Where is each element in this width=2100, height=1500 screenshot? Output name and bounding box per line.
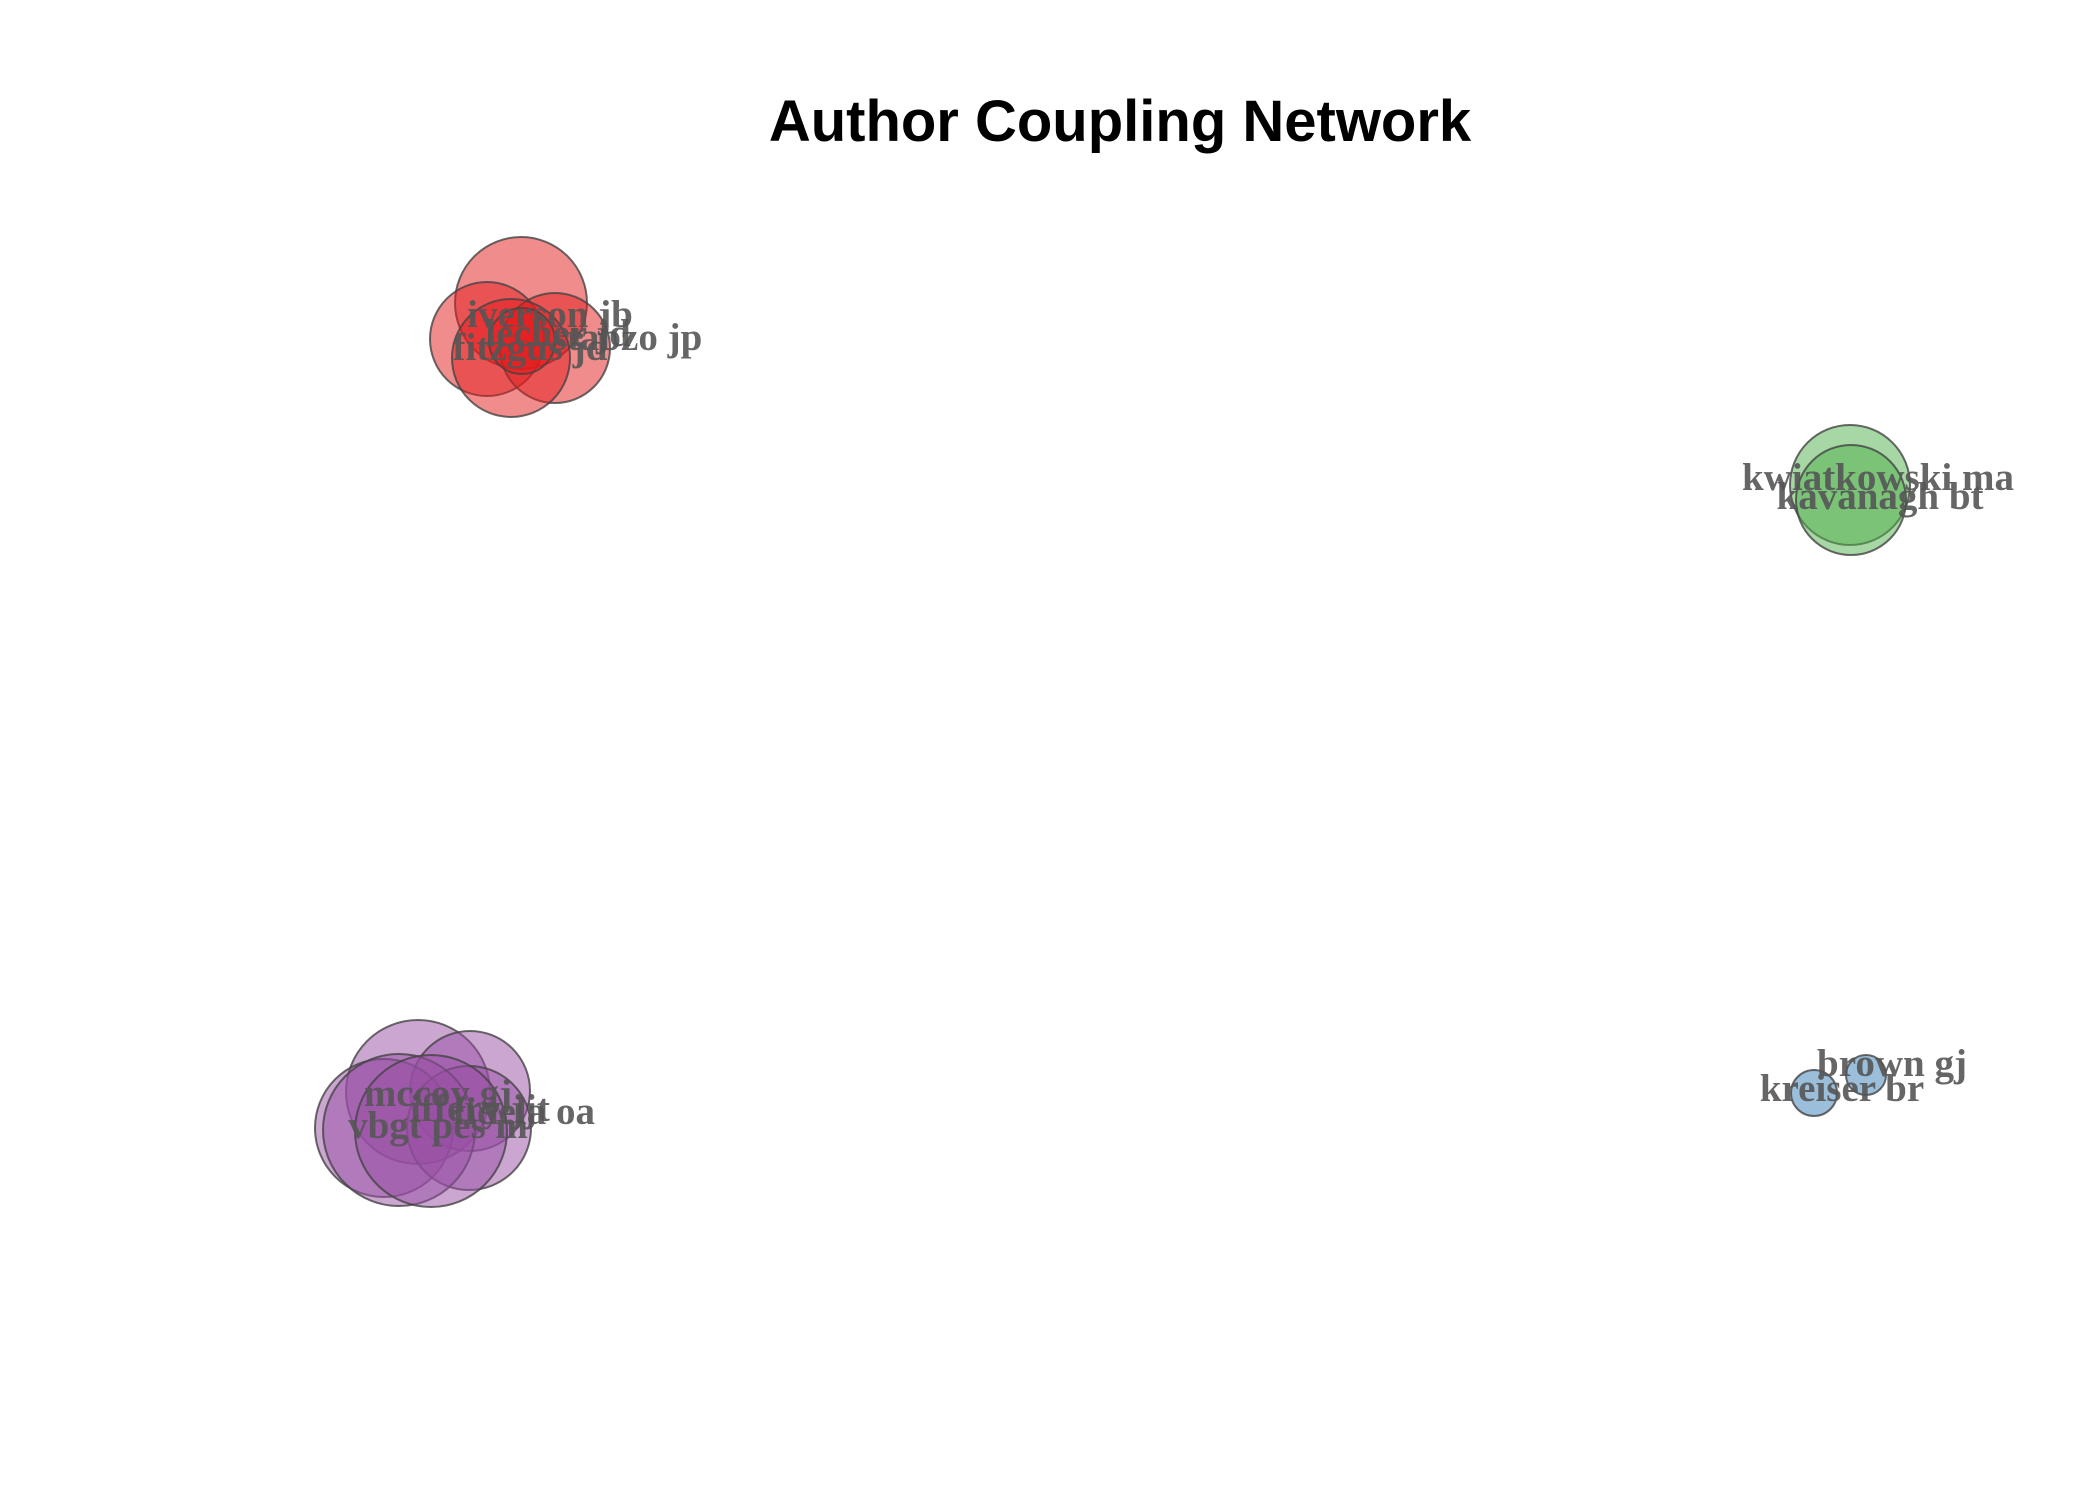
node-label-green-0: kwiatkowski ma: [1742, 456, 2014, 499]
node-label-purple-3: vbgt pes m: [348, 1104, 528, 1147]
node-label-red-3: fitzgus jd: [453, 326, 608, 369]
node-label-purple-0: mccoy gj: [364, 1072, 512, 1115]
node-blue-1[interactable]: [1790, 1069, 1838, 1117]
node-label-purple-2: fidela oa: [453, 1090, 595, 1133]
node-label-red-1: lecher jd: [485, 312, 631, 355]
cluster-purple: [314, 1019, 532, 1208]
node-red-4[interactable]: [488, 307, 556, 375]
chart-title: Author Coupling Network: [768, 89, 1472, 154]
node-green-1[interactable]: [1795, 444, 1907, 556]
node-blue-0[interactable]: [1845, 1054, 1887, 1096]
node-label-blue-1: kreiser br: [1760, 1067, 1924, 1110]
node-label-red-2: stabzo jp: [552, 316, 703, 359]
node-label-purple-1: iffery jjt: [410, 1087, 550, 1130]
node-label-red-0: iverson jb: [467, 293, 633, 336]
node-purple-5[interactable]: [354, 1054, 508, 1208]
node-label-green-1: kavanagh bt: [1777, 475, 1984, 518]
cluster-red: [429, 236, 611, 418]
cluster-blue: [1790, 1054, 1887, 1117]
node-label-blue-0: brown gj: [1817, 1042, 1967, 1085]
cluster-green: [1789, 424, 1911, 556]
